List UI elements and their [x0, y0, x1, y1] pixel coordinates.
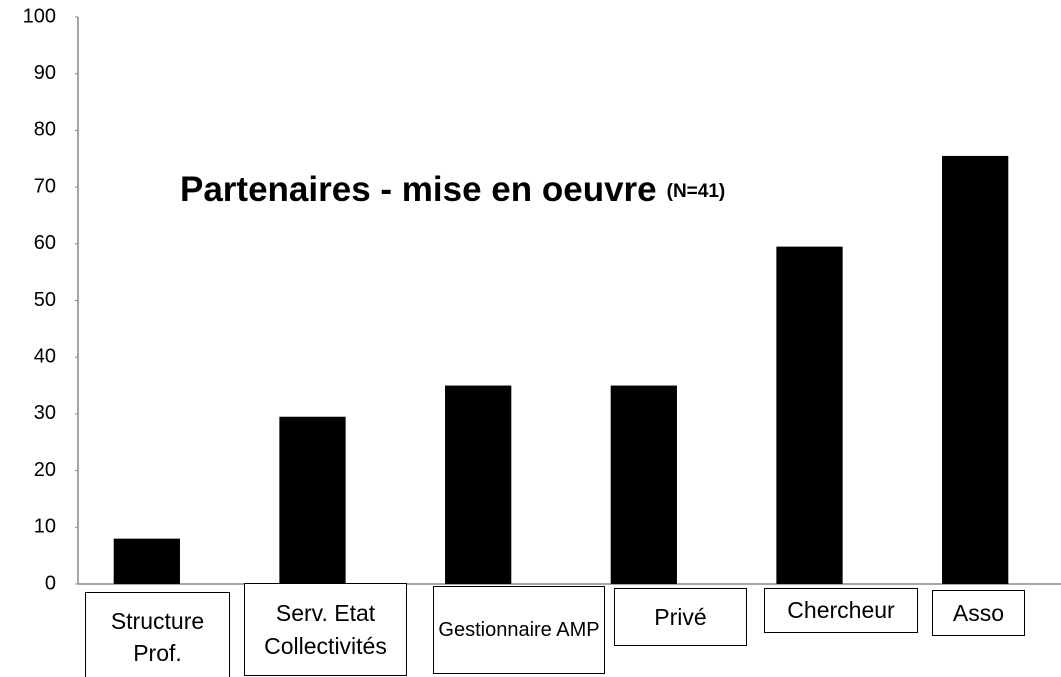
y-tick-label: 70	[34, 175, 56, 197]
x-tick-label: Chercheur	[764, 588, 918, 633]
chart-subtitle: (N=41)	[667, 181, 726, 202]
bar	[942, 155, 1009, 585]
title-text: Partenaires - mise en oeuvre	[180, 170, 657, 209]
y-tick-label: 20	[34, 459, 56, 481]
x-tick-label: Serv. Etat Collectivités	[244, 583, 407, 676]
y-tick-label: 50	[34, 289, 56, 311]
bar	[776, 246, 843, 584]
y-tick-label: 60	[34, 232, 56, 254]
y-tick-label: 30	[34, 402, 56, 424]
y-tick-label: 10	[34, 516, 56, 538]
x-tick-label: Structure Prof.	[85, 592, 230, 677]
y-tick-label: 40	[34, 345, 56, 367]
bar	[445, 385, 512, 584]
y-tick-label: 100	[23, 5, 56, 27]
x-tick-label: Privé	[614, 588, 747, 646]
y-tick-label: 90	[34, 62, 56, 84]
x-tick-label: Asso	[932, 590, 1025, 636]
bar	[610, 385, 677, 584]
bar	[279, 416, 346, 584]
chart-title: Partenaires - mise en oeuvre (N=41)	[180, 170, 725, 209]
x-tick-label: Gestionnaire AMP	[433, 586, 605, 674]
y-tick-label: 80	[34, 119, 56, 141]
y-tick-label: 0	[45, 572, 56, 594]
bar	[113, 538, 180, 584]
